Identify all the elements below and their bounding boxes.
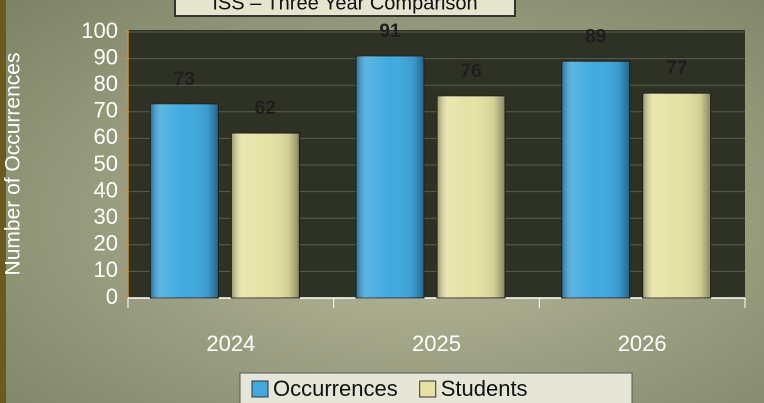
y-tick-label: 20 [94, 231, 118, 256]
y-tick-label: 70 [94, 98, 118, 123]
value-label: 77 [666, 58, 687, 79]
x-tick-label: 2025 [412, 331, 461, 356]
legend-swatch [251, 380, 269, 398]
bar [436, 95, 506, 299]
y-axis-label: Number of Occurrences [2, 53, 25, 276]
bar [355, 55, 425, 299]
legend [239, 372, 633, 403]
y-tick-label: 50 [94, 151, 118, 176]
legend-label: Students [441, 376, 528, 401]
y-tick-label: 40 [94, 177, 118, 202]
edge [0, 0, 6, 403]
y-tick-label: 30 [94, 204, 118, 229]
value-label: 89 [585, 26, 606, 47]
legend-label: Occurrences [273, 376, 398, 401]
title-box [174, 0, 516, 17]
value-label: 76 [460, 61, 481, 82]
bar [230, 132, 300, 299]
value-label: 73 [174, 69, 195, 90]
chart-title: ISS – Three Year Comparison [212, 0, 477, 14]
x-tick-label: 2026 [618, 331, 667, 356]
value-label: 91 [379, 21, 401, 42]
bar [642, 92, 712, 299]
x-tick-label: 2024 [206, 331, 255, 356]
value-label: 62 [255, 98, 276, 119]
bar [149, 103, 219, 299]
y-tick-label: 100 [81, 18, 118, 43]
y-tick-label: 0 [106, 284, 118, 309]
y-tick-label: 60 [94, 124, 118, 149]
legend-swatch [419, 380, 437, 398]
y-tick-label: 80 [94, 71, 118, 96]
bar [561, 60, 631, 299]
y-tick-label: 10 [94, 257, 118, 282]
y-tick-label: 90 [94, 44, 118, 69]
